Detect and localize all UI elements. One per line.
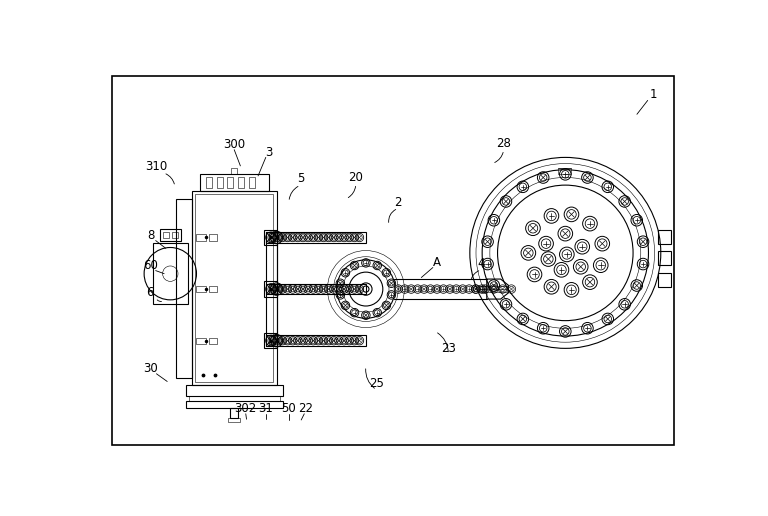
Text: 22: 22 xyxy=(298,402,313,415)
Text: 60: 60 xyxy=(143,260,157,272)
Bar xyxy=(206,178,212,188)
Text: 2: 2 xyxy=(395,196,402,208)
Bar xyxy=(195,195,273,382)
Bar xyxy=(209,337,217,344)
Bar xyxy=(266,335,366,346)
Bar xyxy=(217,178,223,188)
Text: 4: 4 xyxy=(478,257,485,270)
Bar xyxy=(189,396,280,401)
Text: 302: 302 xyxy=(235,402,257,415)
Bar xyxy=(154,243,188,304)
Bar xyxy=(186,385,283,396)
Text: 20: 20 xyxy=(349,171,363,184)
Bar xyxy=(658,230,670,244)
Bar xyxy=(231,168,237,174)
Bar xyxy=(209,234,217,240)
Text: 28: 28 xyxy=(496,137,511,150)
Bar xyxy=(264,230,276,245)
Text: 23: 23 xyxy=(441,342,455,355)
Bar xyxy=(228,417,240,422)
Text: 31: 31 xyxy=(258,402,273,415)
Text: 8: 8 xyxy=(147,230,154,243)
Bar xyxy=(266,232,366,243)
Text: 50: 50 xyxy=(282,402,296,415)
Text: 30: 30 xyxy=(143,362,157,375)
Bar xyxy=(163,232,169,238)
Bar xyxy=(266,284,366,295)
Bar xyxy=(230,409,238,417)
Bar xyxy=(264,333,276,348)
Bar xyxy=(197,286,206,292)
Bar xyxy=(209,286,217,292)
Bar xyxy=(172,232,178,238)
Bar xyxy=(269,233,275,242)
Bar xyxy=(227,178,233,188)
Bar xyxy=(192,191,276,385)
Bar xyxy=(186,401,283,409)
Bar xyxy=(238,178,244,188)
Bar xyxy=(249,178,255,188)
Bar xyxy=(200,174,269,191)
Text: 310: 310 xyxy=(145,160,167,173)
Text: 300: 300 xyxy=(223,138,245,151)
Text: 3: 3 xyxy=(265,146,273,158)
Text: 1: 1 xyxy=(650,88,657,101)
Bar xyxy=(264,281,276,297)
Bar xyxy=(269,284,275,294)
Bar xyxy=(177,199,192,378)
Bar xyxy=(558,168,571,174)
Bar xyxy=(197,337,206,344)
Bar xyxy=(160,229,181,241)
Bar xyxy=(658,251,670,265)
Bar xyxy=(197,234,206,240)
Text: 6: 6 xyxy=(147,286,154,299)
Bar xyxy=(269,336,275,345)
Bar xyxy=(658,273,670,287)
Text: A: A xyxy=(432,255,441,269)
Text: 25: 25 xyxy=(369,377,384,390)
Text: 5: 5 xyxy=(296,172,304,185)
